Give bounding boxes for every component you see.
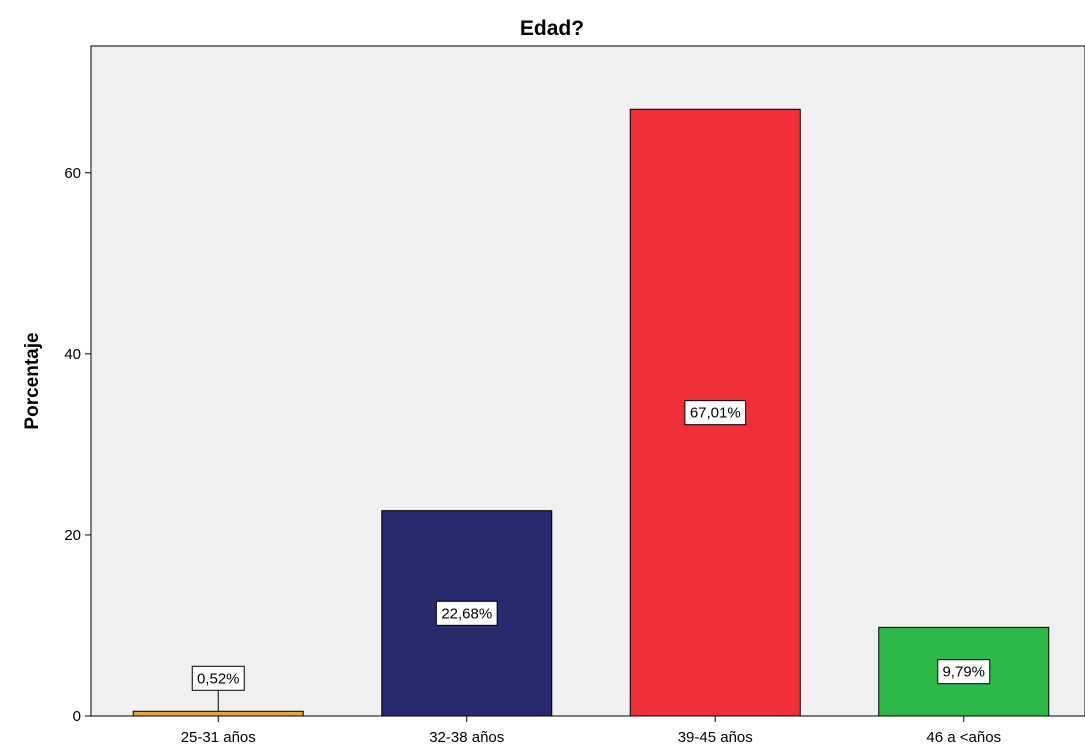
x-tick-label: 39-45 años	[678, 729, 753, 746]
x-axis: 25-31 años 32-38 años 39-45 años 46 a <años	[181, 716, 1001, 746]
data-label-box	[435, 600, 498, 626]
data-label: 0,52%	[197, 670, 240, 687]
plot-area	[90, 45, 1085, 717]
data-label-box	[684, 400, 747, 426]
y-tick-label: 40	[64, 346, 81, 363]
data-label-box	[937, 659, 991, 685]
x-tick-label: 32-38 años	[429, 729, 504, 746]
data-label: 9,79%	[942, 664, 985, 681]
y-axis-label: Porcentaje	[22, 332, 43, 429]
data-label: 22,68%	[441, 605, 492, 622]
bar	[132, 710, 304, 717]
chart-title: Edad?	[520, 17, 584, 40]
y-axis: 0 20 40 60	[64, 165, 91, 725]
x-tick-label: 46 a <años	[926, 729, 1001, 746]
y-tick-label: 0	[73, 708, 81, 725]
y-tick-label: 20	[64, 527, 81, 544]
bars-group: 0,52% 22,68% 67,01% 9,79%	[132, 108, 1050, 717]
y-tick-label: 60	[64, 165, 81, 182]
x-tick-label: 25-31 años	[181, 729, 256, 746]
data-label: 67,01%	[690, 405, 741, 422]
data-label-box	[191, 665, 245, 691]
